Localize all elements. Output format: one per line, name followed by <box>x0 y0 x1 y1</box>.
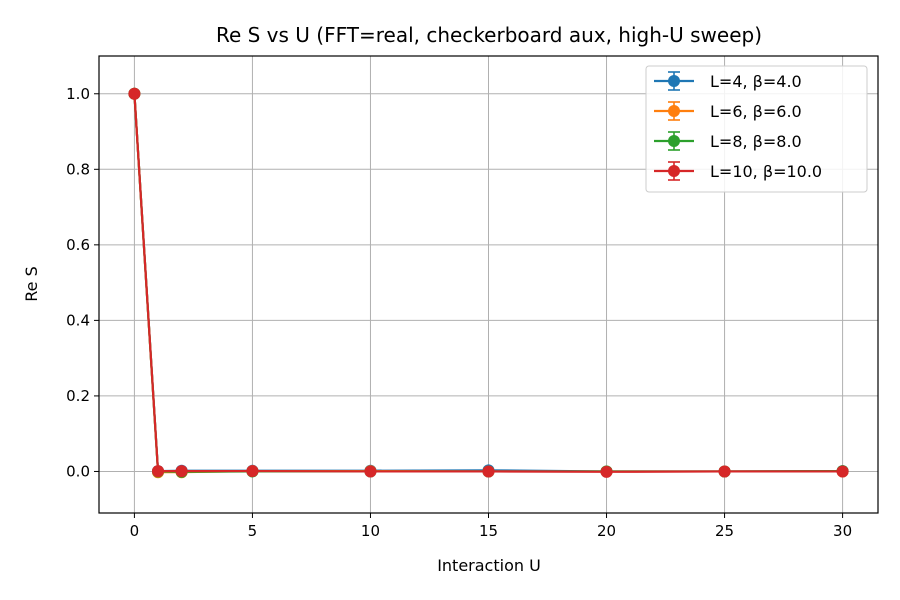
legend-marker <box>668 75 680 87</box>
ticks: 0 5 10 15 20 25 30 0.0 0.2 0.4 0.6 0.8 1.0 <box>66 85 852 540</box>
legend-label: L=8, β=8.0 <box>710 132 802 151</box>
x-axis-label: Interaction U <box>437 556 541 575</box>
y-tick-label: 0.8 <box>66 160 90 178</box>
data-point <box>718 465 731 478</box>
series-group <box>128 87 849 479</box>
x-tick-label: 5 <box>248 522 258 540</box>
x-tick-label: 15 <box>479 522 498 540</box>
data-point <box>152 465 165 478</box>
y-tick-label: 0.4 <box>66 311 90 329</box>
x-tick-label: 10 <box>361 522 380 540</box>
y-tick-label: 1.0 <box>66 85 90 103</box>
y-axis-label: Re S <box>22 266 41 301</box>
legend-label: L=4, β=4.0 <box>710 72 802 91</box>
legend-box <box>645 65 868 193</box>
legend-marker <box>668 135 680 147</box>
legend-item: L=6, β=6.0 <box>654 101 802 121</box>
chart-title: Re S vs U (FFT=real, checkerboard aux, h… <box>216 23 762 47</box>
data-point <box>364 465 377 478</box>
y-tick-label: 0.2 <box>66 387 90 405</box>
legend-marker <box>668 165 680 177</box>
x-tick-label: 25 <box>715 522 734 540</box>
data-point <box>600 465 613 478</box>
data-point <box>128 87 141 100</box>
data-point <box>246 465 259 478</box>
data-point <box>482 465 495 478</box>
data-point <box>836 465 849 478</box>
y-tick-label: 0.6 <box>66 236 90 254</box>
legend-label: L=6, β=6.0 <box>710 102 802 121</box>
series-4 <box>128 87 849 478</box>
legend-item: L=4, β=4.0 <box>654 71 802 91</box>
y-tick-label: 0.0 <box>66 462 90 480</box>
legend-item: L=8, β=8.0 <box>654 131 802 151</box>
x-tick-label: 0 <box>130 522 140 540</box>
legend-label: L=10, β=10.0 <box>710 162 822 181</box>
legend-marker <box>668 105 680 117</box>
x-tick-label: 30 <box>833 522 852 540</box>
legend: L=4, β=4.0 L=6, β=6.0 L=8, β=8.0 L=10, β=10… <box>645 65 868 193</box>
legend-item: L=10, β=10.0 <box>654 161 822 181</box>
x-tick-label: 20 <box>597 522 616 540</box>
data-point <box>175 465 188 478</box>
